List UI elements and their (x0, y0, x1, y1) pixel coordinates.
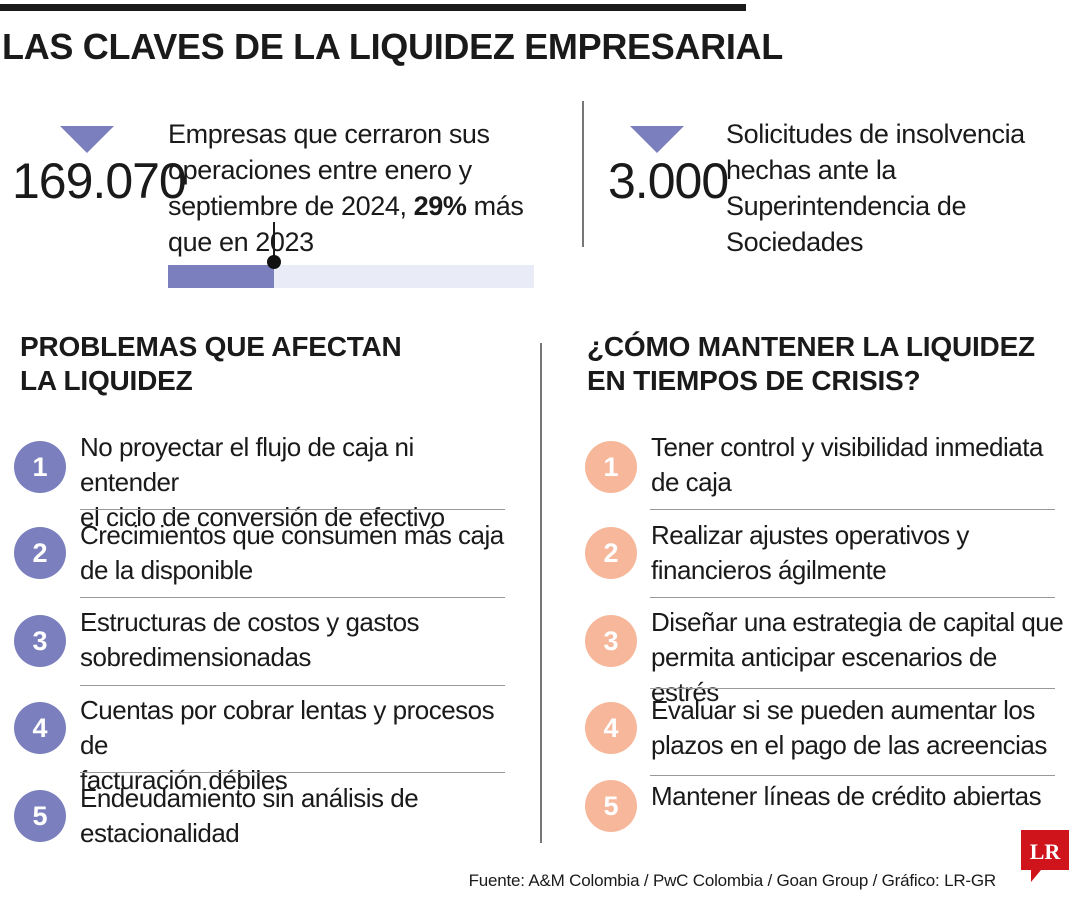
problem-text-line1: Cuentas por cobrar lentas y procesos de (80, 695, 495, 760)
number-badge: 5 (585, 780, 637, 832)
number-badge: 2 (585, 527, 637, 579)
logo-text: LR (1030, 839, 1062, 864)
solution-text-line2: financieros ágilmente (651, 555, 887, 585)
problems-heading-line1: PROBLEMAS QUE AFECTAN (20, 331, 402, 362)
top-rule (0, 4, 746, 11)
solution-item: 1 Tener control y visibilidad inmediata … (585, 430, 1080, 510)
solution-item: 2 Realizar ajustes operativos y financie… (585, 518, 1080, 598)
progress-marker-dot (267, 255, 281, 269)
number-badge: 1 (585, 441, 637, 493)
columns-divider (540, 343, 542, 843)
problem-item: 3 Estructuras de costos y gastos sobredi… (14, 605, 514, 685)
problem-text-line2: de la disponible (80, 555, 253, 585)
progress-bar-fill (168, 265, 274, 288)
number-badge: 5 (14, 790, 66, 842)
number-badge: 4 (14, 702, 66, 754)
number-badge: 2 (14, 527, 66, 579)
list-separator (650, 775, 1055, 776)
number-badge: 3 (585, 615, 637, 667)
solution-text-line2: de caja (651, 467, 732, 497)
problem-text: Endeudamiento sin análisis de estacional… (80, 781, 510, 851)
list-separator (80, 597, 505, 598)
solutions-heading-line1: ¿CÓMO MANTENER LA LIQUIDEZ (587, 331, 1035, 362)
stat-text-closures: Empresas que cerraron sus operaciones en… (168, 116, 558, 260)
solution-text-line1: Tener control y visibilidad inmediata (651, 432, 1043, 462)
problem-item: 2 Crecimientos que consumen más caja de … (14, 518, 514, 598)
problem-text-line1: Estructuras de costos y gastos (80, 607, 420, 637)
solution-item: 3 Diseñar una estrategia de capital que … (585, 605, 1080, 707)
stat-number-closures: 169.070 (12, 153, 187, 209)
progress-marker-stem (273, 222, 275, 264)
stat-text-insolvency: Solicitudes de insolvencia hechas ante l… (726, 119, 1025, 257)
stat-text-closures-part1: Empresas que cerraron sus operaciones en… (168, 119, 490, 221)
solution-text-line1: Diseñar una estrategia de capital que (651, 607, 1064, 637)
solution-text: Mantener líneas de crédito abiertas (651, 779, 1080, 814)
problems-heading: PROBLEMAS QUE AFECTAN LA LIQUIDEZ (20, 330, 402, 398)
number-badge: 3 (14, 615, 66, 667)
problem-text-line2: sobredimensionadas (80, 642, 311, 672)
stat-number-insolvency: 3.000 (608, 153, 729, 209)
number-badge: 1 (14, 441, 66, 493)
page-title: LAS CLAVES DE LA LIQUIDEZ EMPRESARIAL (2, 26, 783, 67)
solution-text: Evaluar si se pueden aumentar los plazos… (651, 693, 1080, 763)
problem-text-line1: No proyectar el flujo de caja ni entende… (80, 432, 414, 497)
problem-item: 1 No proyectar el flujo de caja ni enten… (14, 430, 514, 532)
solution-text-line2: permita anticipar escenarios de estrés (651, 642, 997, 707)
list-separator (650, 688, 1055, 689)
problem-text-line1: Endeudamiento sin análisis de (80, 783, 419, 813)
problem-text: No proyectar el flujo de caja ni entende… (80, 430, 510, 535)
stats-divider (582, 101, 584, 247)
problem-text-line2: estacionalidad (80, 818, 240, 848)
logo-shape (1021, 830, 1069, 882)
list-separator (80, 685, 505, 686)
list-separator (650, 597, 1055, 598)
stat-text-closures-part2: más que en 2023 (168, 191, 524, 257)
source-credit: Fuente: A&M Colombia / PwC Colombia / Go… (468, 871, 997, 890)
solution-text: Realizar ajustes operativos y financiero… (651, 518, 1080, 588)
solution-text: Diseñar una estrategia de capital que pe… (651, 605, 1071, 710)
list-separator (80, 509, 505, 510)
problem-text-line2: facturación débiles (80, 765, 288, 795)
problem-item: 5 Endeudamiento sin análisis de estacion… (14, 781, 514, 861)
solution-text-line1: Evaluar si se pueden aumentar los (651, 695, 1035, 725)
problems-heading-line2: LA LIQUIDEZ (20, 365, 193, 396)
solution-text-line1: Mantener líneas de crédito abiertas (651, 781, 1042, 811)
problem-text-line1: Crecimientos que consumen más caja (80, 520, 504, 550)
number-badge: 4 (585, 702, 637, 754)
solution-text-line2: plazos en el pago de las acreencias (651, 730, 1047, 760)
solutions-heading-line2: EN TIEMPOS DE CRISIS? (587, 365, 921, 396)
solution-item: 5 Mantener líneas de crédito abiertas (585, 779, 1080, 835)
problem-text: Estructuras de costos y gastos sobredime… (80, 605, 510, 675)
problem-item: 4 Cuentas por cobrar lentas y procesos d… (14, 693, 514, 795)
triangle-down-icon (60, 126, 114, 153)
problem-text-line2: el ciclo de conversión de efectivo (80, 502, 445, 532)
triangle-down-icon (630, 126, 684, 153)
problem-text: Crecimientos que consumen más caja de la… (80, 518, 510, 588)
solution-text: Tener control y visibilidad inmediata de… (651, 430, 1080, 500)
lr-logo-icon: LR (1021, 830, 1069, 882)
list-separator (650, 509, 1055, 510)
solutions-heading: ¿CÓMO MANTENER LA LIQUIDEZ EN TIEMPOS DE… (587, 330, 1035, 398)
list-separator (80, 772, 505, 773)
stat-highlight-percent: 29% (413, 191, 467, 221)
problem-text: Cuentas por cobrar lentas y procesos de … (80, 693, 510, 798)
solution-text-line1: Realizar ajustes operativos y (651, 520, 969, 550)
solution-item: 4 Evaluar si se pueden aumentar los plaz… (585, 693, 1080, 773)
